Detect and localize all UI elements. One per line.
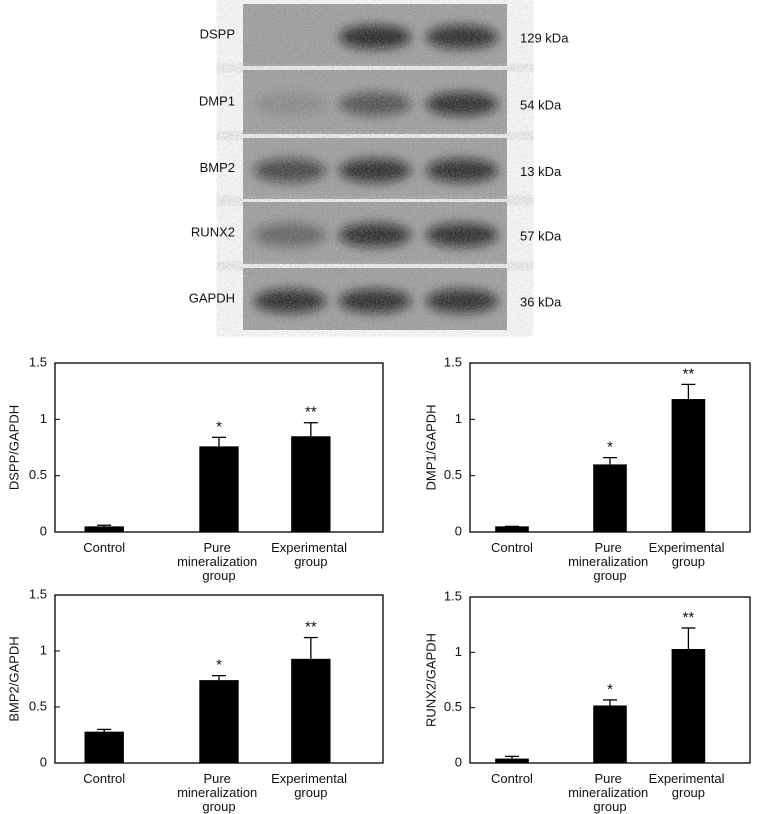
y-tick-label: 0.5 — [444, 467, 462, 482]
y-tick-label: 0 — [40, 754, 47, 769]
x-tick-label: Control — [491, 771, 533, 786]
blot-noise — [243, 268, 507, 330]
y-axis-label: DMP1/GAPDH — [423, 405, 438, 491]
bar — [593, 464, 627, 532]
bar — [84, 526, 124, 532]
y-tick-label: 0.5 — [29, 698, 47, 713]
blot-label: BMP2 — [200, 160, 235, 175]
significance-mark: * — [607, 439, 613, 456]
bar — [199, 446, 239, 532]
bar — [495, 758, 529, 763]
significance-mark: ** — [305, 404, 317, 421]
blot-size: 129 kDa — [520, 30, 569, 45]
significance-mark: * — [216, 418, 222, 435]
y-tick-label: 0.5 — [29, 467, 47, 482]
blot-noise — [243, 138, 507, 199]
y-tick-label: 1 — [455, 644, 462, 659]
blot-label: DSPP — [200, 26, 235, 41]
blot-size: 57 kDa — [520, 228, 562, 243]
y-tick-label: 1.5 — [29, 354, 47, 369]
significance-mark: ** — [683, 365, 695, 382]
x-tick-label: Pure mineralization group — [568, 771, 652, 814]
bar — [593, 705, 627, 763]
blot-size: 54 kDa — [520, 97, 562, 112]
y-tick-label: 1 — [40, 642, 47, 657]
blot-size: 36 kDa — [520, 294, 562, 309]
x-tick-label: Pure mineralization group — [177, 540, 261, 583]
x-tick-label: Experimental group — [271, 771, 350, 800]
y-tick-label: 0 — [40, 523, 47, 538]
bar — [671, 399, 706, 532]
y-tick-label: 1.5 — [29, 586, 47, 601]
y-axis-label: BMP2/GAPDH — [6, 636, 21, 721]
blot-noise — [243, 202, 507, 264]
bar — [84, 731, 124, 763]
y-tick-label: 0 — [455, 754, 462, 769]
x-tick-label: Pure mineralization group — [177, 771, 261, 814]
y-tick-label: 1 — [40, 411, 47, 426]
x-tick-label: Control — [491, 540, 533, 555]
blot-size: 13 kDa — [520, 164, 562, 179]
x-tick-label: Control — [83, 540, 125, 555]
y-tick-label: 0.5 — [444, 699, 462, 714]
x-tick-label: Experimental group — [271, 540, 350, 569]
blot-noise — [243, 4, 507, 66]
y-tick-label: 1.5 — [444, 354, 462, 369]
x-tick-label: Experimental group — [649, 771, 728, 800]
y-tick-label: 0 — [455, 523, 462, 538]
y-axis-label: DSPP/GAPDH — [6, 405, 21, 490]
x-tick-label: Pure mineralization group — [568, 540, 652, 583]
bar — [495, 526, 529, 532]
blot-label: DMP1 — [199, 93, 235, 108]
y-tick-label: 1.5 — [444, 588, 462, 603]
significance-mark: * — [607, 681, 613, 698]
y-tick-label: 1 — [455, 411, 462, 426]
blot-noise — [243, 70, 507, 134]
significance-mark: ** — [683, 609, 695, 626]
x-tick-label: Experimental group — [649, 540, 728, 569]
bar — [671, 649, 706, 763]
bar — [199, 680, 239, 763]
significance-mark: * — [216, 657, 222, 674]
significance-mark: ** — [305, 619, 317, 636]
x-tick-label: Control — [83, 771, 125, 786]
bar — [291, 436, 331, 532]
blot-label: RUNX2 — [191, 224, 235, 239]
blot-label: GAPDH — [189, 290, 235, 305]
bar — [291, 658, 331, 763]
western-blot: DSPP 129 kDa DMP1 54 kDa BMP2 13 kDa RUNX2 57 k… — [189, 4, 569, 330]
y-axis-label: RUNX2/GAPDH — [423, 633, 438, 727]
